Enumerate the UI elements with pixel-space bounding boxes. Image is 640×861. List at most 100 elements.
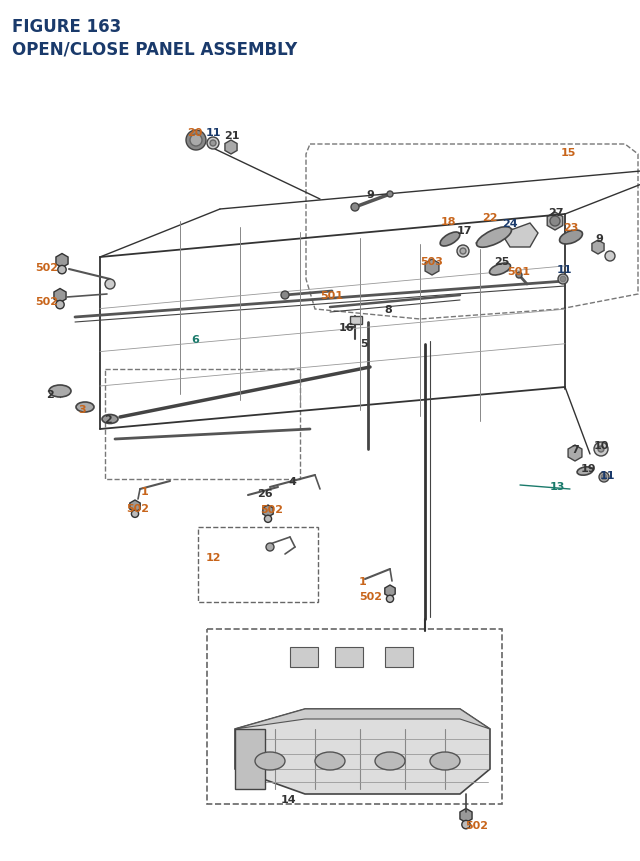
Polygon shape — [130, 500, 140, 512]
Circle shape — [281, 292, 289, 300]
Polygon shape — [235, 729, 265, 789]
Polygon shape — [385, 585, 395, 598]
Text: 16: 16 — [338, 323, 354, 332]
Bar — [105, 369, 300, 480]
Polygon shape — [263, 505, 273, 517]
Circle shape — [558, 275, 568, 285]
Text: 21: 21 — [224, 131, 240, 141]
Circle shape — [105, 280, 115, 289]
Text: 18: 18 — [440, 217, 456, 226]
Text: 5: 5 — [360, 338, 368, 349]
Text: 502: 502 — [35, 297, 58, 307]
Text: 8: 8 — [384, 305, 392, 314]
Ellipse shape — [375, 753, 405, 770]
Text: 502: 502 — [465, 820, 488, 830]
Circle shape — [56, 301, 64, 309]
Circle shape — [601, 474, 607, 480]
Ellipse shape — [577, 468, 593, 475]
Circle shape — [210, 141, 216, 147]
Text: 9: 9 — [366, 189, 374, 200]
Circle shape — [457, 245, 469, 257]
Text: 22: 22 — [483, 213, 498, 223]
Text: 1: 1 — [359, 576, 367, 586]
Bar — [385, 647, 413, 667]
Ellipse shape — [255, 753, 285, 770]
Circle shape — [351, 204, 359, 212]
Text: 502: 502 — [260, 505, 284, 514]
Bar — [198, 528, 318, 603]
Polygon shape — [568, 445, 582, 461]
Text: 2: 2 — [104, 414, 112, 424]
Text: 503: 503 — [420, 257, 444, 267]
Text: 11: 11 — [599, 470, 615, 480]
Bar — [335, 647, 363, 667]
Ellipse shape — [315, 753, 345, 770]
Text: 1: 1 — [141, 486, 149, 497]
Polygon shape — [54, 289, 66, 303]
Text: 11: 11 — [556, 264, 572, 275]
Text: 25: 25 — [494, 257, 509, 267]
Text: 26: 26 — [257, 488, 273, 499]
Bar — [290, 647, 318, 667]
Ellipse shape — [477, 227, 511, 248]
Polygon shape — [460, 808, 472, 822]
Text: 502: 502 — [35, 263, 58, 273]
Text: 13: 13 — [549, 481, 564, 492]
Circle shape — [599, 473, 609, 482]
Circle shape — [190, 135, 202, 147]
Ellipse shape — [559, 231, 582, 245]
Text: 17: 17 — [456, 226, 472, 236]
Bar — [207, 629, 502, 804]
Ellipse shape — [102, 415, 118, 424]
Ellipse shape — [430, 753, 460, 770]
Ellipse shape — [490, 263, 511, 276]
Text: 27: 27 — [548, 208, 564, 218]
Circle shape — [605, 251, 615, 262]
Text: 19: 19 — [581, 463, 597, 474]
Polygon shape — [225, 141, 237, 155]
Polygon shape — [235, 709, 490, 729]
Circle shape — [462, 821, 470, 829]
Text: OPEN/CLOSE PANEL ASSEMBLY: OPEN/CLOSE PANEL ASSEMBLY — [12, 40, 297, 58]
Text: 24: 24 — [502, 219, 518, 229]
Text: 10: 10 — [593, 441, 609, 450]
Polygon shape — [592, 241, 604, 255]
Circle shape — [594, 443, 608, 456]
Circle shape — [266, 543, 274, 551]
Ellipse shape — [76, 403, 94, 412]
Text: 14: 14 — [280, 794, 296, 804]
Polygon shape — [425, 260, 439, 276]
Text: 12: 12 — [205, 553, 221, 562]
Text: 11: 11 — [205, 127, 221, 138]
Text: 4: 4 — [288, 476, 296, 486]
Text: 7: 7 — [571, 444, 579, 455]
Polygon shape — [56, 254, 68, 268]
Ellipse shape — [440, 232, 460, 247]
Bar — [350, 317, 362, 325]
Polygon shape — [505, 224, 538, 248]
Text: 20: 20 — [188, 127, 203, 138]
Text: 23: 23 — [563, 223, 579, 232]
Circle shape — [186, 131, 206, 151]
Text: 9: 9 — [595, 233, 603, 244]
Text: 502: 502 — [360, 592, 383, 601]
Circle shape — [131, 511, 139, 517]
Circle shape — [516, 273, 522, 279]
Text: 501: 501 — [508, 267, 531, 276]
Text: 502: 502 — [127, 504, 150, 513]
Circle shape — [460, 249, 466, 255]
Text: 15: 15 — [560, 148, 576, 158]
Ellipse shape — [49, 386, 71, 398]
Circle shape — [58, 266, 66, 275]
Circle shape — [387, 192, 393, 198]
Circle shape — [598, 447, 604, 453]
Circle shape — [550, 217, 560, 226]
Polygon shape — [547, 213, 563, 231]
Polygon shape — [235, 709, 490, 794]
Circle shape — [264, 516, 271, 523]
Text: FIGURE 163: FIGURE 163 — [12, 18, 121, 36]
Text: 501: 501 — [321, 291, 344, 300]
Text: 2: 2 — [46, 389, 54, 400]
Text: 6: 6 — [191, 335, 199, 344]
Circle shape — [207, 138, 219, 150]
